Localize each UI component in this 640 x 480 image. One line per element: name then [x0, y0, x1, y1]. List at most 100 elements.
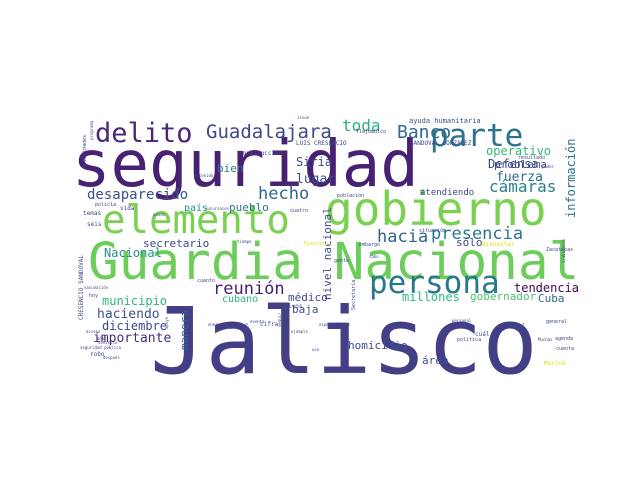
word-enero: enero: [208, 322, 221, 327]
word-atendiendo: atendiendo: [420, 188, 474, 198]
word-policia: policía: [95, 201, 116, 208]
word-uso: uso: [312, 347, 320, 352]
word-reunion: reunión: [213, 279, 285, 299]
word-manera: manera: [178, 310, 191, 350]
word-guardia-nacional: Guardia Nacional: [88, 233, 579, 292]
word-especialistas: especialistas: [319, 322, 351, 327]
word-ejemplo: ejemplo: [291, 329, 308, 334]
word-issue: issue: [297, 115, 310, 120]
word-tiempo: tiempo: [237, 239, 252, 244]
word-despues: después: [103, 355, 120, 360]
word-delito: delito: [95, 118, 193, 149]
word-importante: importante: [93, 331, 171, 346]
word-bienestar: Bienestar: [482, 241, 515, 248]
word-temas: temas: [83, 210, 101, 217]
word-hacia: hacia: [377, 227, 428, 247]
word-secretario: secretario: [143, 237, 209, 250]
word-sandoval-gonzalez: SANDOVAL GONZÁLEZ: [410, 140, 472, 147]
word-anos: años: [97, 336, 107, 341]
word-defensa: Defensa: [488, 157, 539, 171]
word-fuerza: fuerza: [496, 170, 543, 185]
word-problema: problema: [494, 158, 547, 171]
word-haciendo: haciendo: [97, 307, 160, 322]
word-poblacion: población: [337, 192, 364, 199]
word-efectivos: efectivos: [270, 303, 303, 310]
word-apoyo: apoyo: [164, 316, 169, 329]
word-vacunacion: vacunación: [84, 285, 109, 290]
word-elemento: elemento: [102, 198, 290, 243]
word-gente: gente: [334, 258, 349, 264]
word-cresencio-sandoval: CRESENCIO SANDOVAL: [78, 255, 85, 320]
word-vida: vida: [120, 205, 135, 212]
word-presencia: presencia: [431, 224, 523, 244]
word-ejecutivo: Ejecutivo: [216, 325, 238, 330]
word-ayuda-humanitaria: ayuda humanitaria: [409, 117, 481, 125]
word-secretaria: Secretaría: [350, 280, 357, 310]
word-poder: poder: [542, 164, 555, 169]
word-sucursales: sucursales: [205, 206, 230, 211]
word-cuenta: cuenta: [556, 346, 574, 352]
word-jalisco: Jalisco: [150, 288, 538, 395]
word-robo: robo: [90, 351, 105, 358]
word-cuatro: cuatro: [290, 208, 308, 214]
word-lugar: lugar: [296, 172, 335, 187]
word-agenda: agenda: [555, 336, 573, 342]
word-millones: millones: [402, 290, 460, 304]
word-guadalajara: Guadalajara: [206, 121, 332, 143]
word-muchas: Muchas: [538, 337, 553, 342]
word-marina: Marina: [544, 360, 566, 367]
word-gobernador: gobernador: [470, 290, 537, 303]
word-solo: sólo: [456, 236, 483, 249]
word-parte: parte: [430, 118, 523, 154]
word-bien: bien: [217, 162, 244, 175]
word-camaras: cámaras: [489, 177, 556, 196]
word-autoridades: autoridades: [82, 135, 88, 168]
word-cuanto: cuanto: [197, 278, 215, 284]
word-cual: cuál: [475, 331, 490, 338]
word-vehiculo: vehículo: [98, 340, 118, 345]
word-nacional: Nacional: [104, 246, 162, 260]
word-desaparecido: desaparecido: [87, 187, 188, 203]
word-trabajando: trabajando: [561, 238, 566, 263]
word-medico: médico: [288, 291, 328, 304]
word-siria: Siria: [296, 155, 332, 169]
word-politica: política: [457, 336, 481, 343]
word-general: general: [546, 319, 567, 325]
word-construccion: construcción: [239, 150, 283, 157]
word-cabo: cabo: [369, 254, 379, 259]
word-ejercito: Ejército: [304, 240, 328, 247]
word-situacion: situación: [419, 227, 446, 234]
word-homicidio: homicidio: [348, 339, 408, 352]
word-programa: programa: [89, 120, 94, 140]
word-nivel-nacional: nivel nacional: [321, 207, 334, 300]
word-zacatecas: Zacatecas: [546, 247, 573, 253]
word-trabajo: trabajo: [244, 323, 249, 340]
word-hecho: hecho: [258, 184, 309, 204]
word-cuba: Cuba: [538, 292, 565, 305]
word-hoy: hoy: [89, 293, 98, 299]
word-diciembre: diciembre: [102, 319, 167, 333]
word-resultado: resultado: [518, 155, 545, 161]
word-acceso: acceso: [86, 329, 101, 334]
word-pueblo: pueblo: [229, 201, 269, 214]
word-puede: puede: [153, 212, 166, 217]
word-banco: Banco: [397, 122, 451, 143]
word-baja: baja: [292, 303, 319, 316]
word-detenido: detenido: [194, 173, 214, 178]
word-toda: toda: [342, 116, 381, 135]
word-informacion: información: [564, 139, 578, 218]
word-personal: personal: [452, 318, 472, 323]
word-mayor: mayor: [285, 182, 298, 187]
word-area: área: [422, 354, 449, 367]
word-operativo: operativo: [486, 144, 551, 158]
word-seguridad: seguridad: [72, 128, 419, 202]
word-embargo: embargo: [359, 242, 380, 248]
word-evento: evento: [250, 319, 265, 324]
word-seis: seis: [87, 221, 102, 228]
word-gobierno: gobierno: [325, 182, 547, 236]
word-seguir: seguir: [277, 312, 282, 327]
word-municipio: municipio: [102, 294, 167, 308]
word-pais: país: [184, 202, 208, 214]
word-tendencia: tendencia: [514, 281, 579, 295]
